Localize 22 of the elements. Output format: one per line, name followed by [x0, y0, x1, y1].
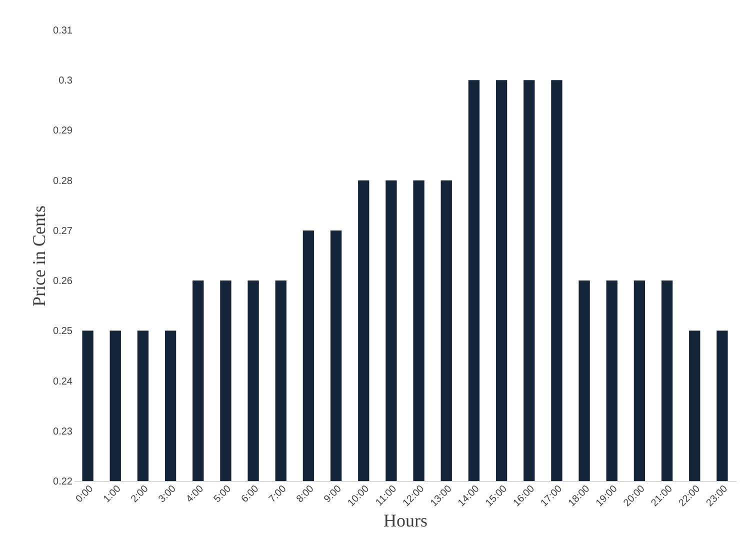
- y-tick-label: 0.26: [53, 276, 73, 288]
- y-tick-label: 0.22: [53, 476, 73, 488]
- x-tick-label: 0:00: [74, 483, 96, 506]
- y-tick-label: 0.28: [53, 176, 73, 187]
- x-tick-label: 8:00: [294, 483, 317, 506]
- x-tick-label: 9:00: [322, 483, 344, 506]
- x-tick-label: 6:00: [240, 483, 262, 506]
- x-tick-label: 3:00: [156, 483, 179, 506]
- x-tick-label: 7:00: [267, 483, 289, 506]
- y-tick-label: 0.25: [53, 326, 73, 338]
- y-axis-title: Price in Cents: [29, 206, 50, 306]
- y-tick-label: 0.27: [53, 226, 73, 237]
- x-tick-label: 2:00: [129, 483, 152, 506]
- x-tick-label: 1:00: [102, 483, 124, 506]
- y-tick-label: 0.3: [58, 76, 73, 87]
- y-tick-label: 0.23: [53, 426, 73, 438]
- x-axis-title: Hours: [384, 510, 428, 530]
- y-tick-label: 0.31: [53, 26, 73, 36]
- x-tick-label: 4:00: [184, 483, 206, 506]
- y-tick-label: 0.29: [53, 126, 73, 137]
- y-tick-label: 0.24: [53, 376, 73, 388]
- x-tick-label: 5:00: [212, 483, 234, 506]
